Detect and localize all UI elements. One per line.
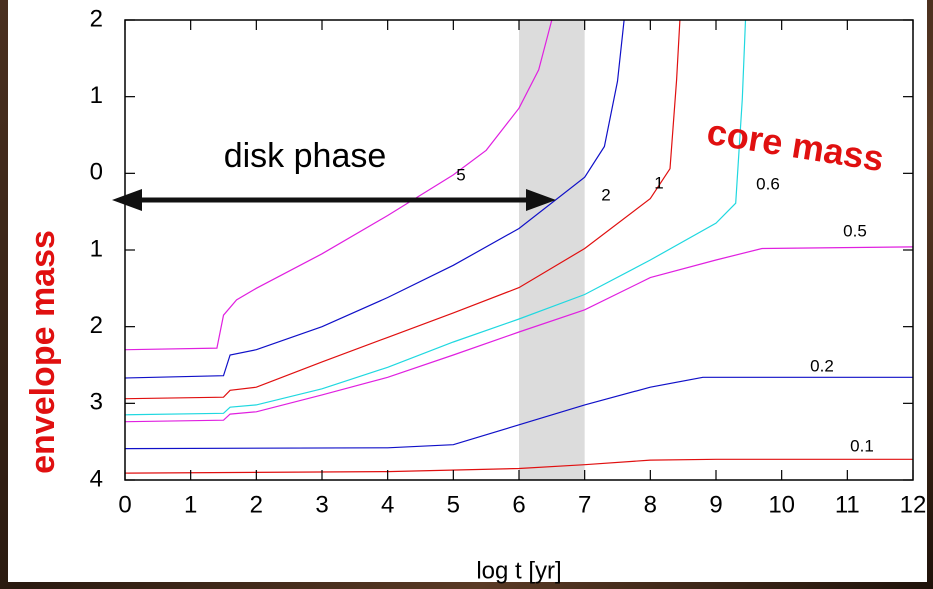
x-tick-label: 2 bbox=[250, 491, 263, 518]
x-axis-label: log t [yr] bbox=[476, 557, 561, 584]
series-line bbox=[125, 20, 553, 351]
series-label: 5 bbox=[456, 165, 465, 184]
lines-layer bbox=[125, 20, 913, 474]
chart-background bbox=[8, 0, 927, 582]
x-tick-label: 1 bbox=[184, 491, 197, 518]
x-tick-label: 3 bbox=[315, 491, 328, 518]
series-line bbox=[125, 20, 625, 379]
y-tick-label: 1 bbox=[90, 235, 103, 262]
series-label: 0.2 bbox=[810, 356, 834, 375]
series-line bbox=[125, 20, 681, 400]
arrow-head bbox=[526, 189, 556, 211]
shade-layer bbox=[519, 20, 585, 480]
envelope-annotation: envelope mass bbox=[24, 230, 62, 474]
x-tick-label: 4 bbox=[381, 491, 394, 518]
y-tick-label: 0 bbox=[90, 159, 103, 186]
x-tick-label: 10 bbox=[768, 491, 795, 518]
series-line bbox=[125, 376, 913, 450]
series-line bbox=[125, 20, 747, 416]
shaded-region bbox=[519, 20, 585, 480]
y-tick-label: 4 bbox=[90, 465, 103, 492]
x-tick-label: 0 bbox=[118, 491, 131, 518]
series-line bbox=[125, 246, 913, 423]
arrow-head bbox=[112, 189, 142, 211]
series-label: 0.1 bbox=[850, 436, 874, 455]
x-tick-label: 11 bbox=[835, 491, 860, 518]
series-label: 0.6 bbox=[756, 174, 780, 193]
x-tick-label: 6 bbox=[512, 491, 525, 518]
series-label: 2 bbox=[601, 185, 610, 204]
disk-arrow bbox=[112, 189, 556, 211]
x-tick-label: 9 bbox=[709, 491, 722, 518]
y-tick-label: 2 bbox=[90, 5, 103, 32]
disk-annotation: disk phase bbox=[224, 137, 387, 175]
x-tick-label: 12 bbox=[900, 491, 927, 518]
y-tick-label: 1 bbox=[90, 82, 103, 109]
series-label: 1 bbox=[654, 173, 663, 192]
y-tick-label: 3 bbox=[90, 389, 103, 416]
y-tick-label: 2 bbox=[90, 312, 103, 339]
x-tick-label: 8 bbox=[644, 491, 657, 518]
x-tick-label: 7 bbox=[578, 491, 591, 518]
x-tick-label: 5 bbox=[447, 491, 460, 518]
series-label: 0.5 bbox=[843, 221, 867, 240]
